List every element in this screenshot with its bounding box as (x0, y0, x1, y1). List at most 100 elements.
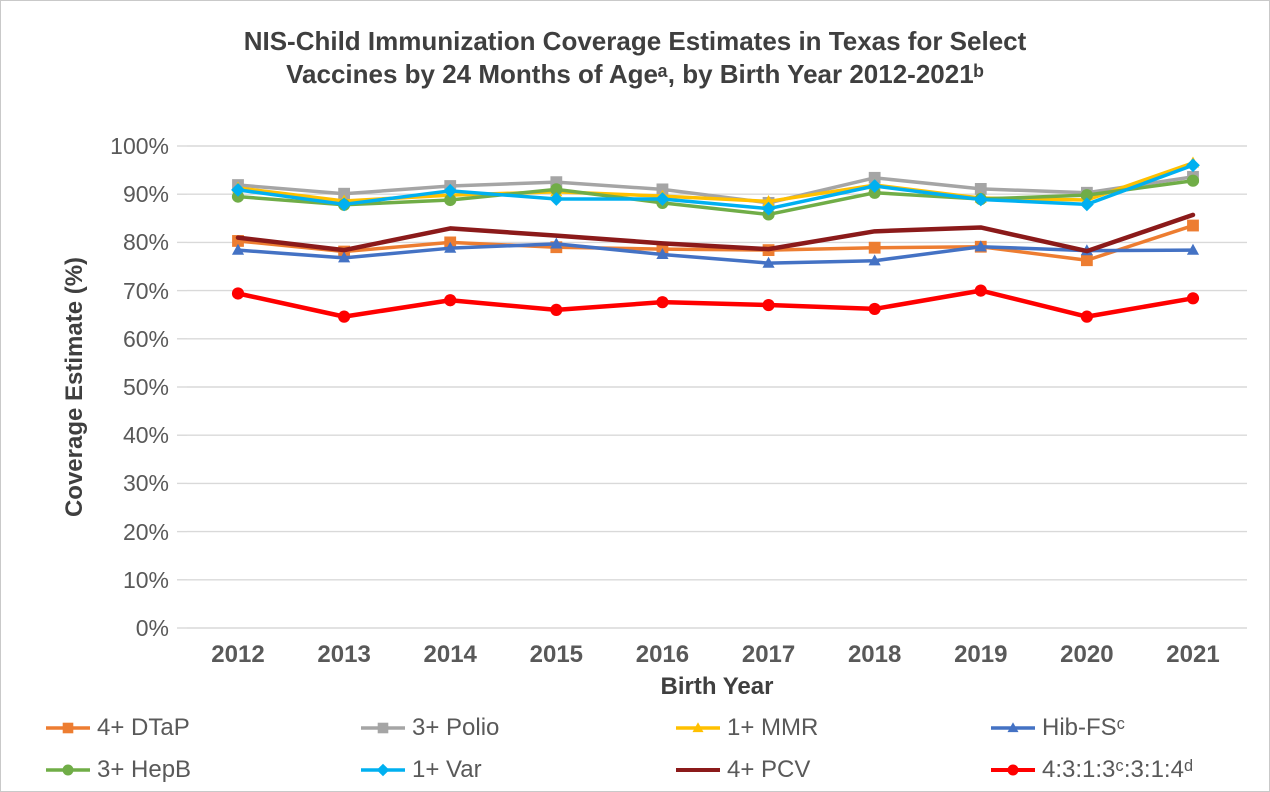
x-tick-label: 2020 (1060, 641, 1114, 668)
data-point-combo7 (656, 296, 669, 309)
chart-title-line2: Vaccines by 24 Months of Ageᵃ, by Birth … (286, 59, 984, 89)
series-line-dtap (236, 223, 1195, 262)
legend-swatch-polio (361, 722, 405, 734)
y-tick-label: 30% (122, 470, 169, 497)
data-point-hib (444, 241, 457, 253)
x-tick-label: 2012 (211, 641, 265, 668)
data-point-dtap (1187, 219, 1199, 232)
series-line-pcv (235, 212, 1196, 254)
data-point-combo7 (1007, 764, 1019, 776)
x-axis-title: Birth Year (660, 673, 774, 700)
legend-label: 4:3:1:3ᶜ:3:1:4ᵈ (1042, 756, 1193, 783)
data-point-hib (1186, 243, 1200, 255)
y-tick-label: 90% (122, 181, 169, 208)
data-point-hib (868, 254, 881, 266)
data-point-polio (377, 722, 389, 734)
data-point-combo7 (231, 287, 245, 300)
y-tick-label: 60% (122, 325, 169, 352)
legend-label: 3+ HepB (97, 756, 192, 783)
data-point-hib (1007, 722, 1019, 733)
x-tick-label: 2014 (423, 641, 477, 668)
legend-item-hib: Hib-FSᶜ (990, 707, 1125, 749)
legend-label: 1+ MMR (727, 714, 819, 741)
legend-item-var: 1+ Var (360, 749, 482, 791)
data-point-dtap (232, 235, 244, 247)
series-line-var (236, 163, 1195, 211)
x-tick-label: 2013 (317, 641, 371, 668)
data-point-var (231, 182, 245, 197)
y-tick-label: 100% (110, 133, 169, 159)
chart-title-line1: NIS-Child Immunization Coverage Estimate… (243, 26, 1027, 56)
data-point-polio (656, 183, 669, 196)
legend-swatch-mmr (676, 722, 720, 733)
legend-item-combo7: 4:3:1:3ᶜ:3:1:4ᵈ (990, 749, 1193, 791)
legend-swatch-pcv (676, 768, 720, 772)
legend-swatch-combo7 (991, 764, 1035, 776)
data-point-var (761, 201, 776, 216)
data-point-hib (656, 248, 669, 260)
data-point-dtap (62, 722, 74, 734)
data-point-combo7 (444, 294, 457, 307)
data-point-var (973, 192, 988, 207)
legend-swatch-var (361, 763, 405, 777)
data-point-combo7 (762, 298, 775, 312)
data-point-combo7 (1186, 292, 1200, 305)
data-point-combo7 (338, 310, 351, 323)
chart-title: NIS-Child Immunization Coverage Estimate… (1, 25, 1269, 91)
legend-item-dtap: 4+ DTaP (45, 707, 190, 749)
y-tick-label: 0% (135, 615, 169, 641)
series-line-hib (236, 242, 1195, 265)
data-point-mmr (692, 722, 704, 733)
data-point-var (867, 179, 882, 193)
data-point-combo7 (868, 302, 881, 316)
data-point-hib (762, 256, 775, 268)
data-point-dtap (1080, 254, 1093, 267)
data-point-polio (868, 171, 881, 184)
data-point-hepb (1186, 174, 1200, 187)
data-point-combo7 (974, 284, 987, 297)
legend-label: 4+ DTaP (97, 714, 190, 741)
legend-swatch-hepb (46, 764, 90, 776)
data-point-hib (550, 237, 563, 249)
legend-item-polio: 3+ Polio (360, 707, 499, 749)
legend-label: 3+ Polio (412, 714, 500, 741)
y-tick-label: 20% (122, 518, 169, 545)
x-tick-label: 2019 (954, 641, 1008, 668)
legend-swatch-hib (991, 722, 1035, 733)
legend-label: 4+ PCV (727, 756, 811, 783)
x-tick-label: 2018 (847, 641, 902, 668)
data-point-hib (974, 240, 987, 252)
data-point-var (376, 763, 390, 777)
data-point-var (337, 197, 352, 212)
data-point-hib (231, 243, 245, 255)
legend-item-mmr: 1+ MMR (675, 707, 818, 749)
legend-label: Hib-FSᶜ (1042, 714, 1126, 741)
data-point-hepb (62, 764, 74, 776)
y-tick-label: 80% (122, 229, 169, 256)
series-line-polio (236, 175, 1195, 205)
data-point-var (443, 183, 458, 198)
data-point-var (549, 192, 564, 206)
data-point-hepb (444, 193, 457, 207)
x-tick-label: 2021 (1166, 641, 1220, 668)
x-tick-label: 2016 (635, 641, 690, 668)
y-tick-label: 10% (122, 566, 169, 593)
legend-label: 1+ Var (412, 756, 482, 783)
data-point-mmr (762, 195, 775, 207)
y-tick-label: 50% (122, 374, 169, 400)
series-line-hepb (236, 178, 1195, 217)
data-point-var (1186, 158, 1200, 173)
data-point-polio (974, 182, 987, 195)
legend-item-pcv: 4+ PCV (675, 749, 810, 791)
data-point-hepb (550, 183, 563, 196)
data-point-polio (338, 187, 351, 200)
y-tick-label: 40% (122, 422, 169, 449)
data-point-dtap (868, 241, 881, 254)
legend-swatch-dtap (46, 722, 90, 734)
data-point-hepb (1080, 189, 1093, 202)
data-point-polio (550, 176, 563, 189)
x-tick-label: 2017 (741, 641, 796, 668)
legend-item-hepb: 3+ HepB (45, 749, 191, 791)
